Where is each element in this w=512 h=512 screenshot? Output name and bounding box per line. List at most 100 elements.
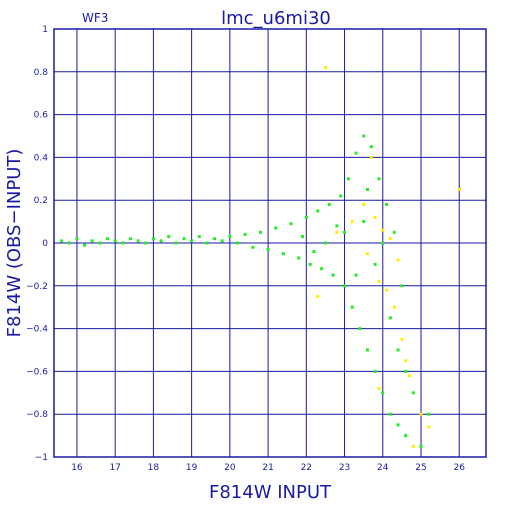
- y-tick-label: 0.6: [34, 111, 49, 121]
- data-point: [98, 241, 102, 245]
- data-point: [400, 337, 404, 341]
- data-point: [400, 284, 404, 288]
- y-tick-label: 0.4: [34, 153, 49, 163]
- data-point: [106, 237, 110, 241]
- y-tick-label: −1: [35, 453, 48, 463]
- data-point: [411, 444, 415, 448]
- data-point: [350, 220, 354, 224]
- data-point: [354, 151, 358, 155]
- data-point: [312, 250, 316, 254]
- data-point: [408, 374, 412, 378]
- data-point: [213, 237, 217, 241]
- y-ticks: 1 0.8 0.6 0.4 0.2 0 −0.2 −0.4 −0.6 −0.8 −1: [26, 25, 48, 463]
- data-point: [419, 412, 423, 416]
- data-point: [427, 412, 431, 416]
- y-tick-label: −0.2: [26, 282, 48, 292]
- x-tick-label: 24: [377, 463, 389, 473]
- data-point: [388, 412, 392, 416]
- panel-label: WF3: [82, 11, 108, 25]
- x-ticks: 16 17 18 19 20 21 22 23 24 25 26: [71, 463, 465, 473]
- x-tick-label: 26: [454, 463, 466, 473]
- data-point: [128, 237, 132, 241]
- data-point: [289, 222, 293, 226]
- data-point: [174, 241, 178, 245]
- data-point: [308, 262, 312, 266]
- data-point: [381, 241, 385, 245]
- data-point: [190, 239, 194, 243]
- data-point: [236, 241, 240, 245]
- x-tick-label: 16: [71, 463, 83, 473]
- y-tick-label: 0: [42, 239, 48, 249]
- x-tick-label: 20: [224, 463, 236, 473]
- x-tick-label: 23: [339, 463, 350, 473]
- data-point: [411, 391, 415, 395]
- data-point: [144, 241, 148, 245]
- data-point: [228, 235, 232, 239]
- data-point: [373, 369, 377, 373]
- data-point: [381, 391, 385, 395]
- data-point: [377, 177, 381, 181]
- data-point: [113, 239, 117, 243]
- data-point: [266, 247, 270, 251]
- y-tick-label: 0.2: [34, 196, 48, 206]
- data-point: [396, 348, 400, 352]
- data-point: [136, 239, 140, 243]
- data-point: [151, 237, 155, 241]
- data-points-layer: [60, 66, 461, 448]
- plot-border: [53, 28, 487, 458]
- data-point: [335, 230, 339, 234]
- data-point: [392, 305, 396, 309]
- data-point: [83, 243, 87, 247]
- data-point: [300, 235, 304, 239]
- data-point: [388, 316, 392, 320]
- data-point: [365, 252, 369, 256]
- data-point: [251, 245, 255, 249]
- data-point: [419, 444, 423, 448]
- data-point: [346, 177, 350, 181]
- data-point: [67, 241, 71, 245]
- data-point: [373, 215, 377, 219]
- data-point: [377, 280, 381, 284]
- y-axis-label: F814W (OBS−INPUT): [4, 149, 25, 338]
- data-point: [331, 273, 335, 277]
- x-axis-label: F814W INPUT: [209, 482, 332, 503]
- data-point: [220, 239, 224, 243]
- data-point: [159, 239, 163, 243]
- data-point: [365, 348, 369, 352]
- data-point: [182, 237, 186, 241]
- data-point: [60, 239, 64, 243]
- data-point: [323, 66, 327, 70]
- data-point: [274, 226, 278, 230]
- x-tick-label: 19: [186, 463, 198, 473]
- data-point: [304, 215, 308, 219]
- data-point: [316, 295, 320, 298]
- y-tick-label: −0.6: [26, 367, 48, 377]
- grid-layer: [54, 29, 486, 457]
- plot-frame: [53, 28, 487, 458]
- data-point: [316, 209, 320, 213]
- data-point: [427, 425, 431, 429]
- data-point: [369, 145, 373, 149]
- x-tick-label: 18: [148, 463, 160, 473]
- data-point: [335, 224, 339, 228]
- data-point: [358, 327, 362, 331]
- data-point: [404, 369, 408, 373]
- x-tick-label: 22: [301, 463, 312, 473]
- x-tick-label: 21: [262, 463, 273, 473]
- chart-title: lmc_u6mi30: [221, 8, 331, 29]
- data-point: [385, 202, 389, 206]
- data-point: [404, 359, 408, 363]
- data-point: [404, 434, 408, 438]
- data-point: [396, 258, 400, 262]
- data-point: [243, 232, 247, 236]
- data-point: [343, 230, 347, 234]
- data-point: [297, 256, 301, 260]
- data-point: [167, 235, 171, 239]
- data-point: [320, 267, 324, 271]
- data-point: [90, 239, 94, 243]
- data-point: [381, 228, 385, 232]
- data-point: [323, 241, 327, 245]
- y-tick-label: 0.8: [34, 68, 49, 78]
- data-point: [377, 387, 381, 391]
